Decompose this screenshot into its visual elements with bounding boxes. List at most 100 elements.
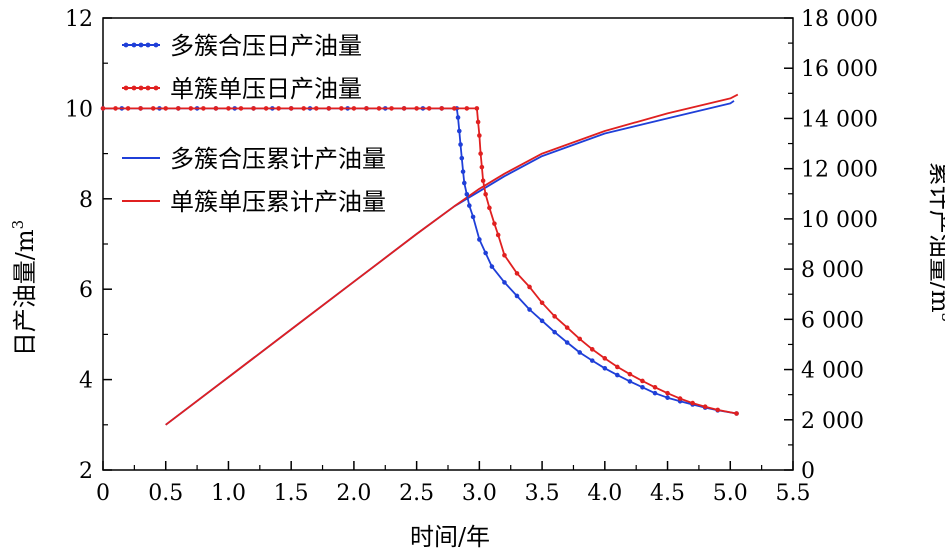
series-1-point	[539, 318, 545, 324]
series-2-point	[478, 151, 483, 156]
x-tick-label: 1.5	[274, 481, 309, 506]
legend-label: 单簇单压累计产油量	[170, 188, 386, 216]
left-y-tick-label: 12	[65, 7, 93, 32]
series-2-point	[288, 106, 294, 111]
series-2-point	[188, 106, 194, 111]
legend-label: 单簇单压日产油量	[170, 75, 362, 103]
series-2-point	[690, 400, 695, 406]
legend-swatch-dot	[138, 42, 144, 48]
series-2-point	[100, 106, 106, 111]
series-1-point	[527, 307, 532, 312]
right-y-tick-label: 0	[801, 459, 815, 484]
x-tick-label: 2.5	[399, 481, 434, 506]
series-1-point	[455, 115, 461, 120]
series-2-point	[226, 106, 231, 111]
x-tick-label: 4.0	[587, 481, 622, 506]
series-1-point	[470, 214, 476, 220]
series-2-point	[163, 106, 169, 111]
series-1-point	[477, 237, 482, 242]
series-2-point	[495, 232, 501, 238]
series-2-point	[238, 106, 244, 111]
series-2-point	[414, 106, 419, 111]
x-tick-label: 5.0	[713, 481, 748, 506]
series-1-point	[615, 372, 620, 378]
x-tick-label: 3.0	[462, 481, 497, 506]
left-y-axis-title-text: 日产油量/m	[11, 229, 39, 356]
series-1-point	[514, 293, 520, 299]
right-y-tick-label: 10 000	[801, 208, 878, 233]
right-y-tick-label: 12 000	[801, 158, 878, 183]
series-2-point	[389, 106, 394, 111]
series-1-point	[460, 169, 466, 174]
series-1-point	[464, 191, 470, 197]
legend-swatch-dot	[145, 42, 151, 48]
series-2-point	[477, 133, 482, 138]
series-2-point	[263, 106, 269, 111]
series-1-point	[483, 250, 488, 256]
left-y-axis-title: 日产油量/m3	[9, 220, 39, 356]
right-y-tick-label: 16 000	[801, 57, 878, 82]
series-1-point	[577, 350, 583, 355]
left-y-tick-label: 2	[79, 459, 93, 484]
series-2-point	[364, 106, 369, 111]
right-y-tick-label: 8 000	[801, 258, 864, 283]
series-2-point	[652, 384, 658, 390]
series-2-point	[627, 371, 633, 377]
series-2-point	[251, 106, 256, 111]
series-2-point	[539, 300, 545, 306]
right-y-tick-label: 18 000	[801, 7, 878, 32]
left-y-axis-title-sup: 3	[9, 220, 27, 230]
series-2-point	[734, 411, 739, 416]
right-y-tick-label: 2 000	[801, 409, 864, 434]
x-tick-label: 5.5	[776, 481, 811, 506]
series-2-point	[665, 390, 670, 396]
series-2-point	[474, 106, 480, 111]
right-y-axis-title-sup: 3	[938, 313, 945, 323]
series-2-point	[401, 106, 407, 111]
series-2-point	[487, 205, 492, 211]
series-2-point	[451, 106, 457, 111]
series-1-point	[652, 390, 658, 396]
series-2-point	[552, 314, 557, 319]
x-tick-label: 0	[96, 481, 110, 506]
legend-swatch-dot	[153, 85, 159, 91]
series-1-point	[502, 280, 507, 285]
series-2-point	[480, 178, 486, 184]
series-2-point	[577, 336, 583, 342]
series-2-point	[138, 106, 143, 111]
plot-area	[100, 93, 739, 426]
right-y-tick-label: 6 000	[801, 308, 864, 333]
series-2-point	[492, 221, 497, 226]
series-2-point	[564, 325, 570, 330]
series-1-point	[589, 358, 595, 363]
series-2-point	[175, 106, 181, 111]
legend-swatch-dot	[145, 85, 151, 91]
left-y-tick-label: 8	[79, 188, 93, 213]
series-1-point	[564, 340, 570, 345]
series-2-point	[326, 106, 332, 111]
left-y-tick-label: 4	[79, 369, 93, 394]
series-1-point	[458, 142, 463, 147]
legend-label: 多簇合压累计产油量	[170, 145, 386, 173]
axes: 0 0.5 1.0 1.5 2.0 2.5 3.0 3.5 4.0 4.5 5.0 5.5 2 4 6 8 10…	[65, 7, 878, 506]
series-2-point	[602, 356, 608, 361]
series-1-point	[489, 264, 495, 269]
series-2-point	[213, 106, 219, 111]
legend-swatch-dot	[123, 85, 129, 91]
series-2-point	[339, 106, 344, 111]
series-2-point	[426, 106, 432, 111]
series-2-point	[201, 106, 206, 111]
series-1-point	[602, 366, 608, 371]
legend-swatch-dot	[123, 42, 129, 48]
series-1-point	[640, 384, 645, 390]
x-tick-label: 0.5	[148, 481, 183, 506]
legend-label: 多簇合压日产油量	[170, 32, 362, 60]
series-2-point	[301, 106, 307, 111]
series-2-point	[276, 106, 281, 111]
left-y-tick-label: 10	[65, 97, 93, 122]
series-2-point	[376, 106, 382, 111]
series-2-point	[514, 271, 520, 276]
series-2-point	[715, 407, 721, 413]
series-1-point	[467, 203, 472, 208]
